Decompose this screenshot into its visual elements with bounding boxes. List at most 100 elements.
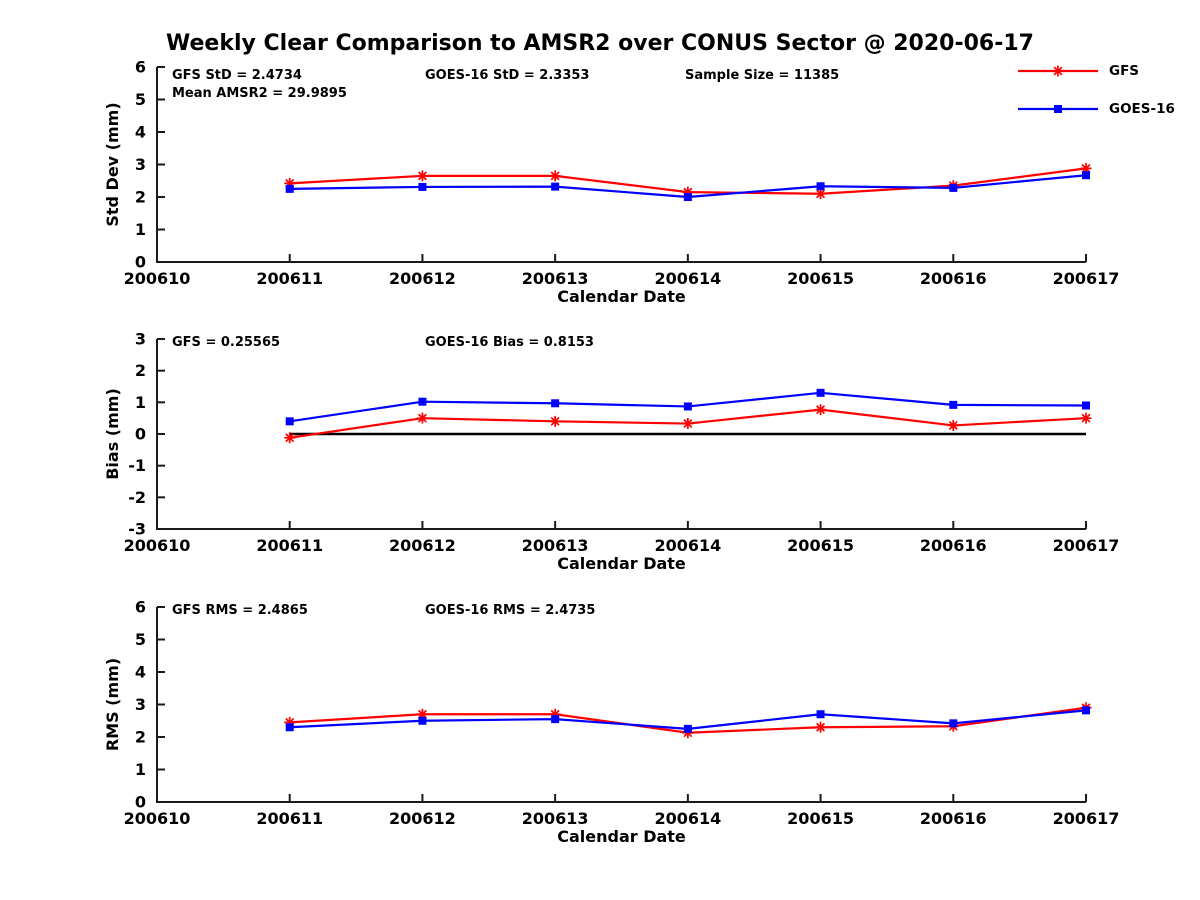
x-axis-tick-label: 200615: [787, 269, 854, 288]
y-axis-tick-label: 2: [135, 361, 146, 380]
legend-entry-goes16: GOES-16: [1016, 101, 1175, 117]
y-axis-tick-label: 3: [135, 695, 146, 714]
subplot-rms: 0 1 2 3 4 5 6 200610 200611 200612 200613 200614 200…: [103, 598, 1119, 847]
y-axis-title: Std Dev (mm): [103, 102, 122, 226]
gfs-data-marker: [416, 708, 428, 720]
y-axis-title: RMS (mm): [103, 658, 122, 751]
y-axis-tick-label: 3: [135, 155, 146, 174]
goes-16-data-marker: [816, 182, 825, 191]
plot-annotation: GOES-16 Bias = 0.8153: [425, 335, 594, 350]
x-axis-tick-label: 200611: [256, 269, 323, 288]
x-axis-tick-label: 200617: [1053, 269, 1120, 288]
axis-spines: [156, 607, 1086, 803]
goes-16-data-marker: [683, 193, 692, 201]
gfs-data-marker: [549, 708, 561, 720]
y-axis-tick-label: -3: [128, 520, 146, 539]
x-axis-tick-label: 200616: [920, 536, 987, 555]
y-axis-tick-label: -1: [128, 456, 146, 475]
goes-16-data-marker: [418, 397, 427, 406]
y-axis-tick-label: 5: [135, 630, 146, 649]
goes-16-data-marker: [816, 710, 825, 719]
plot-annotation: GFS StD = 2.4734: [172, 68, 302, 83]
y-axis-tick-label: 0: [135, 793, 146, 812]
plot-annotation: GFS RMS = 2.4865: [172, 603, 308, 618]
x-axis-tick-label: 200615: [787, 536, 854, 555]
plot-annotation: Mean AMSR2 = 29.9895: [172, 86, 347, 101]
goes-16-data-marker: [551, 399, 560, 408]
x-axis-tick-label: 200617: [1053, 536, 1120, 555]
x-axis-tick-label: 200610: [124, 269, 191, 288]
x-axis-tick-label: 200614: [654, 536, 721, 555]
goes-16-data-marker: [285, 184, 294, 193]
x-axis-tick-label: 200613: [522, 269, 589, 288]
gfs-data-marker: [1080, 412, 1092, 424]
gfs-data-marker: [284, 432, 296, 444]
x-axis-tick-label: 200613: [522, 536, 589, 555]
y-axis-tick-label: -2: [128, 488, 146, 507]
goes-16-data-marker: [949, 183, 958, 192]
gfs-line-marker-icon: [1018, 65, 1098, 77]
y-axis-tick-label: 5: [135, 90, 146, 109]
gfs-data-marker: [416, 170, 428, 182]
x-axis-tick-label: 200612: [389, 809, 456, 828]
goes-16-data-marker: [1082, 171, 1090, 180]
x-axis-title: Calendar Date: [557, 827, 686, 846]
x-axis-tick-label: 200612: [389, 269, 456, 288]
gfs-data-marker: [416, 412, 428, 424]
x-axis-title: Calendar Date: [557, 554, 686, 573]
y-axis-tick-label: 1: [135, 220, 146, 239]
x-axis-tick-label: 200616: [920, 269, 987, 288]
gfs-data-marker: [549, 415, 561, 427]
y-axis-tick-label: 1: [135, 760, 146, 779]
x-axis-tick-label: 200610: [124, 536, 191, 555]
goes-16-data-marker: [949, 400, 958, 409]
y-axis-tick-label: 6: [135, 598, 146, 617]
gfs-data-marker: [815, 188, 827, 200]
gfs-legend-marker: [1052, 65, 1064, 77]
legend-label-goes16: GOES-16: [1109, 101, 1175, 117]
plot-annotation: GOES-16 RMS = 2.4735: [425, 603, 595, 618]
goes-16-data-marker: [418, 716, 427, 725]
gfs-data-marker: [1080, 162, 1092, 174]
x-axis-tick-label: 200613: [522, 809, 589, 828]
y-axis-tick-label: 1: [135, 393, 146, 412]
legend: GFS GOES-16: [1016, 63, 1175, 117]
y-axis-tick-label: 6: [135, 58, 146, 77]
gfs-data-marker: [815, 404, 827, 416]
plot-annotation: Sample Size = 11385: [685, 68, 839, 83]
goes-16-data-marker: [551, 715, 560, 724]
gfs-data-marker: [549, 170, 561, 182]
goes-16-data-marker: [285, 417, 294, 426]
goes16-line-marker-icon: [1018, 105, 1098, 113]
y-axis-tick-label: 3: [135, 330, 146, 349]
goes-16-data-marker: [816, 388, 825, 397]
x-axis-title: Calendar Date: [557, 287, 686, 306]
x-axis-tick-label: 200611: [256, 809, 323, 828]
y-axis-tick-label: 0: [135, 425, 146, 444]
y-axis-title: Bias (mm): [103, 388, 122, 480]
gfs-data-marker: [682, 186, 694, 198]
gfs-data-marker: [284, 177, 296, 189]
x-axis-tick-label: 200614: [654, 809, 721, 828]
x-axis-tick-label: 200612: [389, 536, 456, 555]
y-axis-tick-label: 4: [135, 123, 146, 142]
goes-16-data-marker: [1082, 706, 1090, 715]
goes-16-legend-marker: [1054, 105, 1062, 113]
goes-16-data-marker: [1082, 401, 1090, 410]
goes-16-data-marker: [285, 723, 294, 732]
goes-16-data-marker: [949, 719, 958, 728]
goes-16-data-marker: [551, 182, 560, 191]
goes-16-data-marker: [418, 182, 427, 191]
goes-16-data-marker: [683, 724, 692, 733]
x-axis-tick-label: 200610: [124, 809, 191, 828]
legend-entry-gfs: GFS: [1016, 63, 1175, 79]
y-axis-tick-label: 2: [135, 188, 146, 207]
y-axis-tick-label: 0: [135, 253, 146, 272]
x-axis-tick-label: 200614: [654, 269, 721, 288]
gfs-data-marker: [682, 418, 694, 430]
subplot-bias: -3 -2 -1 0 1 2 3 200610 200611 200612 200613 200614…: [103, 330, 1119, 574]
subplot-std-dev: 0 1 2 3 4 5 6 200610 200611 200612 200613 200614 200…: [103, 58, 1119, 307]
gfs-data-marker: [947, 419, 959, 431]
gfs-data-marker: [284, 716, 296, 728]
